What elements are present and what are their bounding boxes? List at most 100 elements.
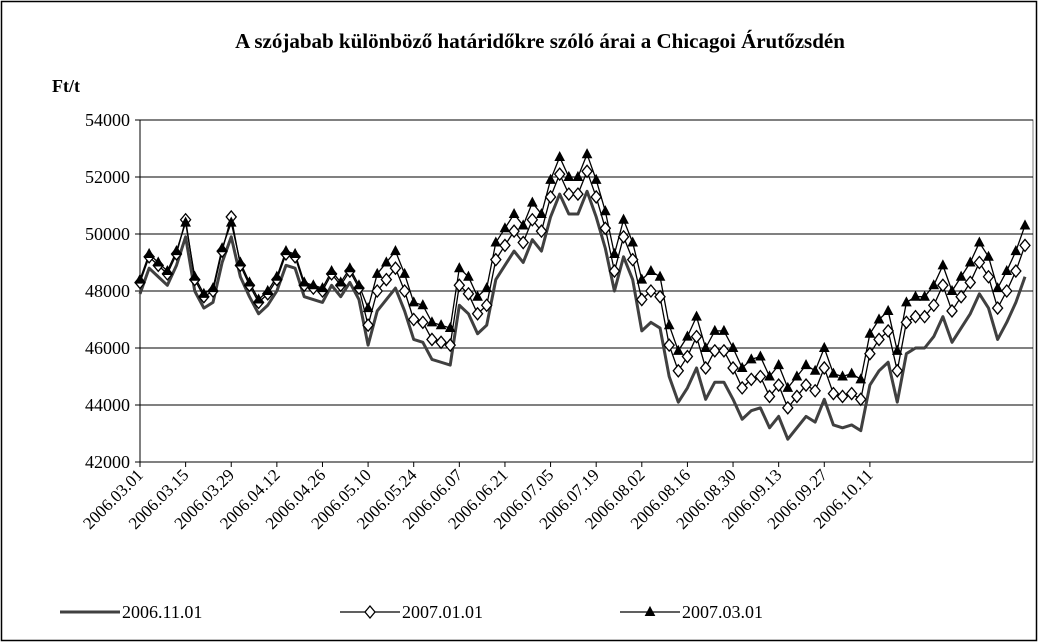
data-point — [955, 289, 967, 304]
data-point — [536, 207, 547, 219]
data-point — [1019, 238, 1031, 253]
data-point — [271, 270, 283, 281]
data-point — [453, 278, 466, 293]
data-point — [818, 360, 831, 375]
data-point — [827, 386, 840, 401]
data-point — [617, 229, 630, 244]
data-point — [554, 150, 566, 162]
data-point — [572, 170, 584, 181]
data-point — [964, 275, 977, 290]
data-point — [645, 264, 657, 276]
data-point — [298, 276, 310, 287]
data-point — [599, 221, 612, 236]
data-point — [262, 284, 274, 295]
data-point — [836, 389, 849, 404]
data-point — [873, 332, 885, 347]
legend-label: 2007.01.01 — [402, 602, 483, 622]
data-point — [682, 330, 693, 341]
data-point — [708, 343, 721, 358]
data-point — [590, 173, 602, 184]
data-point — [344, 262, 356, 273]
data-point — [143, 247, 155, 258]
data-point — [581, 164, 593, 179]
data-point — [280, 245, 292, 256]
data-point — [627, 236, 639, 247]
data-point — [672, 344, 684, 355]
data-point — [371, 283, 384, 299]
data-point — [755, 350, 766, 361]
data-point — [453, 262, 465, 273]
data-point — [508, 207, 520, 219]
data-point — [198, 287, 210, 298]
data-point — [918, 309, 931, 324]
point-marker — [644, 605, 656, 616]
data-point — [992, 282, 1003, 293]
data-point — [435, 335, 447, 350]
data-point — [444, 321, 456, 333]
data-point — [818, 341, 830, 352]
data-point — [545, 173, 556, 184]
data-point — [362, 302, 374, 313]
data-point — [736, 361, 748, 372]
data-point — [690, 329, 703, 344]
data-point — [663, 319, 675, 330]
data-point — [800, 359, 812, 370]
data-point — [426, 332, 438, 347]
data-point — [928, 279, 940, 290]
data-point — [754, 369, 767, 384]
data-point — [608, 264, 621, 279]
data-point — [782, 381, 794, 392]
data-point — [407, 312, 420, 327]
data-point — [763, 389, 776, 404]
data-point — [499, 238, 511, 253]
data-point — [864, 346, 876, 361]
data-point — [635, 292, 648, 307]
data-point — [225, 216, 237, 227]
data-point — [1019, 219, 1031, 230]
data-point — [828, 367, 839, 378]
data-point — [773, 359, 784, 370]
data-point — [480, 298, 493, 313]
data-point — [1010, 245, 1022, 256]
data-point — [900, 315, 913, 330]
data-point — [380, 272, 393, 287]
legend-label: 2006.11.01 — [122, 602, 202, 622]
data-point — [207, 282, 219, 293]
data-point — [919, 290, 930, 301]
chart-title: A szójabab különböző határidőkre szóló á… — [235, 29, 845, 53]
data-point — [791, 389, 803, 404]
data-point — [180, 216, 191, 227]
data-point — [955, 270, 967, 281]
data-point — [481, 282, 493, 293]
data-point — [846, 367, 857, 378]
data-point — [946, 284, 958, 295]
data-point — [973, 255, 986, 270]
data-point — [235, 256, 246, 267]
data-point — [389, 261, 402, 276]
data-point — [781, 400, 794, 415]
data-point — [964, 256, 976, 267]
data-point — [472, 290, 483, 301]
data-point — [562, 187, 575, 202]
data-point — [553, 167, 566, 182]
data-point — [745, 353, 757, 364]
data-point — [927, 298, 940, 313]
data-point — [508, 224, 520, 239]
data-point — [1001, 264, 1013, 276]
data-point — [1000, 283, 1013, 299]
data-point — [709, 324, 721, 335]
data-point — [663, 338, 676, 353]
data-point — [517, 219, 529, 230]
data-point — [417, 299, 429, 310]
y-tick-label: 54000 — [85, 110, 130, 130]
data-point — [435, 319, 447, 330]
data-point — [189, 270, 201, 281]
data-point — [636, 273, 648, 284]
data-point — [572, 187, 584, 202]
y-tick-label: 44000 — [85, 395, 130, 415]
data-point — [426, 316, 438, 327]
data-point — [416, 315, 429, 330]
data-point — [745, 372, 758, 387]
data-point — [371, 267, 383, 278]
data-point — [681, 349, 694, 364]
